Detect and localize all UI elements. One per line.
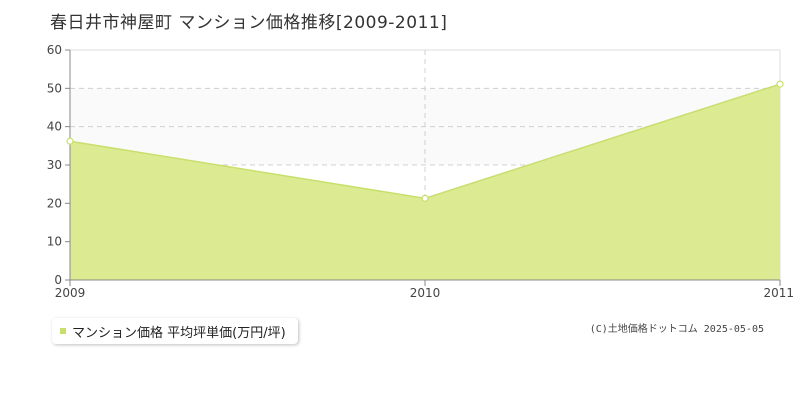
- axes: [65, 49, 781, 286]
- credit-text: (C)土地価格ドットコム 2025-05-05: [589, 324, 764, 335]
- legend-swatch: [60, 328, 66, 334]
- data-point: [421, 194, 429, 202]
- y-tick-label: 50: [47, 81, 62, 95]
- data-points: [66, 80, 784, 202]
- y-tick-label: 40: [47, 120, 62, 134]
- y-tick-labels: 0 10 20 30 40 50 60: [47, 43, 62, 287]
- data-point: [66, 137, 74, 145]
- data-point: [776, 80, 784, 88]
- y-tick-label: 10: [47, 235, 62, 249]
- y-tick-label: 0: [54, 273, 62, 287]
- legend: マンション価格 平均坪単価(万円/坪): [52, 318, 298, 344]
- y-tick-label: 30: [47, 158, 62, 172]
- x-tick-label: 2011: [763, 286, 794, 300]
- x-tick-labels: 2009 2010 2011: [55, 286, 794, 300]
- chart-title: 春日井市神屋町 マンション価格推移[2009-2011]: [50, 13, 448, 33]
- series-area: [70, 84, 780, 280]
- y-tick-label: 20: [47, 196, 62, 210]
- y-tick-label: 60: [47, 43, 62, 57]
- legend-label: マンション価格 平均坪単価(万円/坪): [72, 325, 286, 341]
- x-tick-label: 2009: [55, 286, 86, 300]
- x-tick-label: 2010: [410, 286, 441, 300]
